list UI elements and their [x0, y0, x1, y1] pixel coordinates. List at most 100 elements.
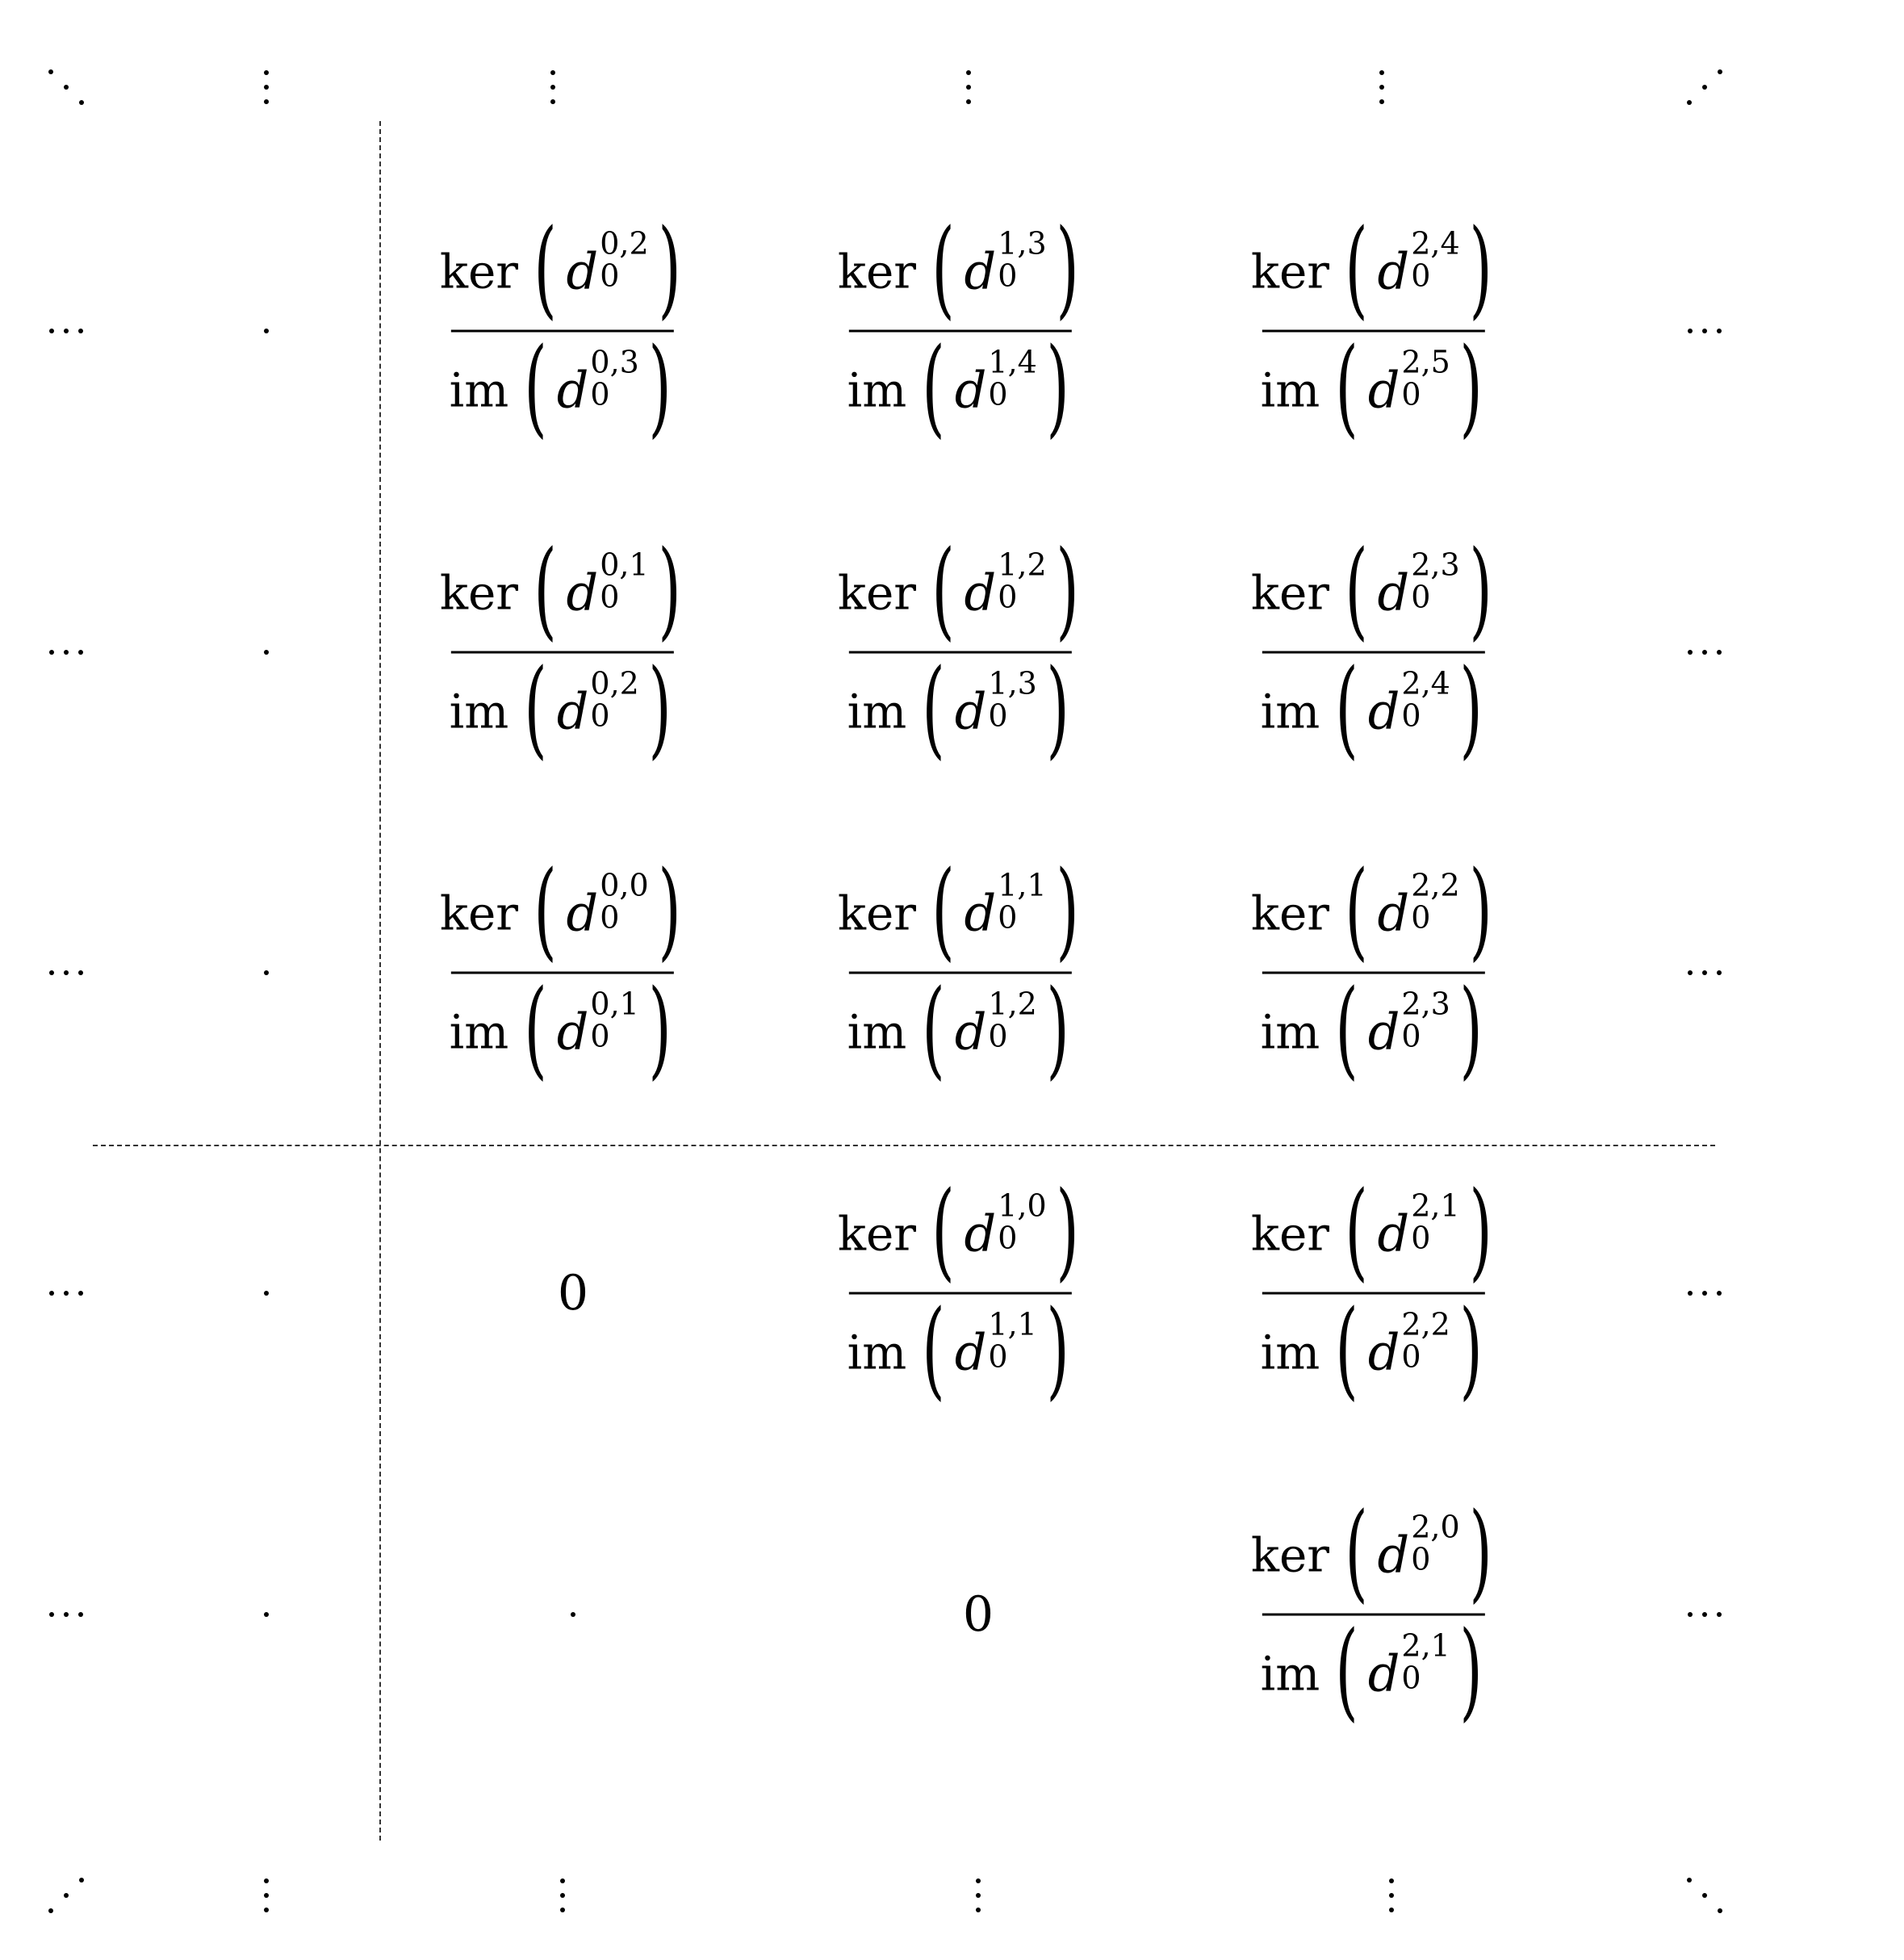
image-label: im [847, 684, 907, 739]
kernel-numerator: ker(d 1,1 0) [837, 857, 1083, 972]
left-paren: ( [931, 206, 955, 331]
ellipsis-dot [264, 85, 269, 90]
ellipsis-dot [64, 329, 69, 333]
differential-indices: 1,1 0 [998, 870, 1046, 936]
dot-mark [264, 650, 269, 655]
zero-label: 0 [557, 1265, 589, 1321]
ellipsis-dot [1702, 85, 1707, 90]
left-paren: ( [922, 966, 946, 1091]
dot-mark [264, 329, 269, 333]
ellipsis-dot [550, 70, 555, 75]
ellipsis-dot [1379, 70, 1384, 75]
page-subscript: 0 [1411, 258, 1431, 294]
diagonal-ellipsis-down [42, 63, 90, 111]
page-subscript: 0 [1411, 1541, 1431, 1577]
bidegree-superscript: 0,2 [590, 665, 639, 701]
page-subscript: 0 [1401, 697, 1421, 734]
bidegree-superscript: 1,1 [988, 1306, 1037, 1342]
left-paren: ( [931, 527, 955, 652]
ellipsis-dot [1688, 650, 1693, 655]
bidegree-superscript: 2,2 [1401, 1306, 1450, 1342]
ellipsis-dot [48, 69, 53, 74]
page-entry-fraction: ker(d 0,2 0) im(d 0,3 0) [439, 216, 685, 450]
page-entry-fraction: ker(d 0,0 0) im(d 0,1 0) [440, 857, 685, 1083]
differential-d: d [964, 883, 997, 943]
ellipsis-dot [1702, 1612, 1707, 1617]
right-paren: ) [1459, 646, 1483, 771]
differential-d: d [566, 883, 599, 943]
right-paren: ) [1459, 1608, 1483, 1733]
kernel-label: ker [439, 244, 519, 299]
differential-indices: 2,3 0 [1401, 989, 1450, 1052]
vertical-ellipsis [550, 70, 555, 104]
horizontal-ellipsis [49, 1612, 83, 1617]
differential-symbol: (d 2,4 0) [1326, 655, 1492, 762]
ellipsis-dot [1717, 1291, 1722, 1296]
page-entry-fraction: ker(d 1,0 0) im(d 1,1 0) [838, 1178, 1083, 1403]
page-subscript: 0 [988, 376, 1008, 413]
kernel-label: ker [1250, 565, 1330, 621]
left-paren: ( [1335, 1608, 1359, 1733]
ellipsis-dot [1702, 1291, 1707, 1296]
kernel-label: ker [1250, 1527, 1330, 1583]
page-subscript: 0 [988, 697, 1008, 734]
differential-indices: 1,3 0 [998, 228, 1046, 291]
page-subscript: 0 [1411, 899, 1431, 936]
right-paren: ) [1046, 966, 1069, 1091]
right-paren: ) [658, 206, 681, 331]
image-label: im [1260, 1325, 1320, 1380]
kernel-numerator: ker(d 2,3 0) [1250, 537, 1496, 651]
right-paren: ) [1459, 966, 1483, 1091]
page-subscript: 0 [590, 1018, 610, 1054]
ellipsis-dot [1688, 970, 1693, 975]
page-entry-fraction: ker(d 2,3 0) im(d 2,4 0) [1250, 537, 1496, 762]
differential-indices: 2,2 0 [1401, 1309, 1450, 1372]
page-entry-fraction: ker(d 2,1 0) im(d 2,2 0) [1251, 1178, 1496, 1403]
differential-indices: 0,2 0 [600, 228, 648, 294]
left-paren: ( [1345, 1168, 1368, 1293]
bidegree-superscript: 2,3 [1401, 986, 1450, 1022]
right-paren: ) [648, 325, 672, 450]
ellipsis-dot [264, 99, 269, 104]
differential-d: d [1367, 1002, 1400, 1062]
ellipsis-dot [264, 70, 269, 75]
vertical-ellipsis [264, 70, 269, 104]
differential-d: d [1377, 241, 1410, 301]
ellipsis-dot [264, 1878, 269, 1883]
image-denominator: im(d 1,1 0) [847, 1295, 1074, 1403]
fraction-bar [849, 329, 1072, 333]
ellipsis-dot [1702, 970, 1707, 975]
page-subscript: 0 [998, 899, 1018, 936]
ellipsis-dot [1718, 1908, 1722, 1913]
differential-d: d [964, 1204, 997, 1263]
ellipsis-dot [1718, 69, 1722, 74]
bidegree-superscript: 0,0 [600, 867, 649, 903]
ellipsis-dot [264, 1893, 269, 1898]
dot-mark [264, 1612, 269, 1617]
bidegree-superscript: 1,3 [998, 225, 1047, 262]
ellipsis-dot [976, 1893, 981, 1898]
bidegree-superscript: 2,4 [1411, 225, 1460, 262]
ellipsis-dot [1389, 1908, 1394, 1912]
image-label: im [1260, 684, 1320, 739]
ellipsis-dot [1389, 1878, 1394, 1883]
ellipsis-dot [64, 970, 69, 975]
differential-indices: 2,2 0 [1411, 870, 1459, 936]
fraction-bar [1262, 1292, 1485, 1295]
zero-label: 0 [962, 1586, 994, 1643]
differential-indices: 2,5 0 [1401, 347, 1450, 410]
bidegree-superscript: 0,3 [590, 344, 639, 380]
ellipsis-dot [560, 1908, 565, 1912]
image-label: im [847, 1325, 907, 1380]
differential-symbol: (d 2,3 0) [1326, 976, 1492, 1083]
kernel-numerator: ker(d 0,0 0) [440, 857, 685, 972]
page-subscript: 0 [590, 697, 610, 734]
differential-indices: 2,4 0 [1401, 668, 1450, 734]
page-subscript: 0 [600, 258, 620, 294]
kernel-label: ker [837, 886, 917, 941]
page-subscript: 0 [1411, 579, 1431, 615]
differential-indices: 2,1 0 [1401, 1631, 1450, 1694]
differential-symbol: (d 1,3 0) [923, 216, 1088, 322]
bidegree-superscript: 0,1 [590, 986, 639, 1022]
image-denominator: im(d 2,3 0) [1261, 974, 1488, 1083]
